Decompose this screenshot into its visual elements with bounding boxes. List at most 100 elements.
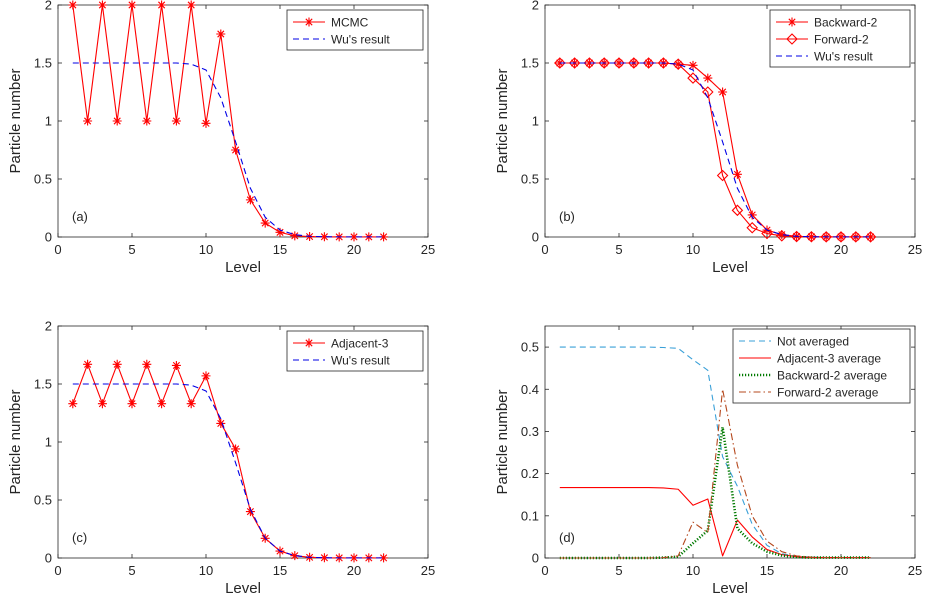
panel-tag: (b) bbox=[559, 209, 575, 224]
data-point bbox=[201, 371, 211, 381]
data-point bbox=[231, 145, 241, 155]
y-tick-label: 1 bbox=[532, 114, 539, 129]
data-point bbox=[747, 210, 757, 220]
data-point bbox=[732, 169, 742, 179]
series-line bbox=[559, 62, 871, 238]
series-line bbox=[559, 388, 871, 559]
x-tick-label: 0 bbox=[54, 242, 61, 257]
y-tick-label: 0.5 bbox=[521, 172, 539, 187]
x-tick-label: 20 bbox=[834, 242, 848, 257]
y-tick-label: 0.5 bbox=[34, 493, 52, 508]
data-point bbox=[290, 231, 300, 241]
x-tick-label: 5 bbox=[615, 242, 622, 257]
y-tick-label: 0 bbox=[532, 551, 539, 566]
y-tick-label: 0 bbox=[45, 230, 52, 245]
data-point bbox=[127, 399, 137, 409]
data-point bbox=[112, 359, 122, 369]
x-tick-label: 10 bbox=[686, 242, 700, 257]
legend-entry: Wu's result bbox=[331, 33, 390, 47]
data-point bbox=[112, 116, 122, 126]
data-point bbox=[97, 0, 107, 10]
data-point bbox=[628, 57, 640, 69]
data-point bbox=[379, 232, 389, 242]
legend-entry: MCMC bbox=[331, 16, 369, 30]
x-axis-label: Level bbox=[712, 259, 748, 276]
x-tick-label: 10 bbox=[199, 242, 213, 257]
data-point bbox=[554, 57, 566, 69]
chart-panel-1: 0 5 10 15 20 25 0 0.5 1 1.5 2 Level Particle number (… bbox=[7, 0, 435, 276]
series-2 bbox=[72, 383, 384, 559]
legend-entry: Forward-2 average bbox=[777, 386, 879, 400]
series-line bbox=[559, 346, 871, 559]
data-point bbox=[613, 57, 625, 69]
x-tick-label: 25 bbox=[421, 242, 435, 257]
x-axis-label: Level bbox=[225, 580, 261, 597]
x-tick-label: 10 bbox=[199, 563, 213, 578]
x-tick-label: 5 bbox=[615, 563, 622, 578]
legend: MCMC Wu's result bbox=[286, 9, 424, 51]
series-3 bbox=[559, 62, 871, 238]
data-point bbox=[142, 359, 152, 369]
x-tick-label: 15 bbox=[273, 242, 287, 257]
x-tick-label: 0 bbox=[541, 242, 548, 257]
x-tick-label: 15 bbox=[273, 563, 287, 578]
series-4 bbox=[559, 388, 871, 559]
legend-entry: Wu's result bbox=[331, 354, 390, 368]
series-3 bbox=[559, 425, 871, 560]
legend: Not averaged Adjacent-3 average Backward-2… bbox=[732, 328, 911, 404]
series-2 bbox=[72, 62, 384, 238]
y-tick-label: 2 bbox=[45, 0, 52, 13]
data-point bbox=[83, 116, 93, 126]
data-point bbox=[142, 116, 152, 126]
data-point bbox=[746, 221, 758, 234]
x-tick-label: 25 bbox=[421, 563, 435, 578]
legend-box bbox=[286, 9, 424, 51]
data-point bbox=[83, 359, 93, 369]
legend-marker bbox=[304, 338, 314, 348]
legend-box bbox=[286, 330, 424, 372]
data-point bbox=[731, 204, 744, 217]
data-point bbox=[379, 553, 389, 563]
series-line bbox=[72, 62, 384, 238]
legend-entry: Backward-2 average bbox=[777, 369, 887, 383]
data-point bbox=[319, 553, 329, 563]
y-axis-label: Particle number bbox=[494, 68, 511, 173]
data-point bbox=[186, 0, 196, 10]
data-point bbox=[290, 551, 300, 561]
y-tick-label: 0.5 bbox=[521, 340, 539, 355]
y-tick-label: 0.1 bbox=[521, 508, 539, 523]
data-point bbox=[820, 231, 832, 243]
legend-entry: Adjacent-3 average bbox=[777, 352, 881, 366]
data-point bbox=[850, 231, 862, 243]
y-tick-label: 2 bbox=[45, 319, 52, 334]
series-line bbox=[72, 383, 384, 559]
data-point bbox=[275, 227, 285, 237]
data-point bbox=[583, 57, 596, 69]
y-tick-label: 1.5 bbox=[34, 377, 52, 392]
data-point bbox=[864, 231, 877, 243]
y-tick-label: 1.5 bbox=[521, 56, 539, 71]
data-point bbox=[703, 73, 713, 83]
y-axis-label: Particle number bbox=[7, 68, 24, 173]
data-point bbox=[657, 57, 670, 69]
x-tick-label: 20 bbox=[834, 563, 848, 578]
x-tick-label: 25 bbox=[908, 242, 922, 257]
data-point bbox=[260, 218, 270, 228]
data-point bbox=[688, 60, 698, 70]
legend-marker bbox=[304, 17, 314, 27]
data-point bbox=[245, 507, 255, 517]
y-tick-label: 0 bbox=[45, 551, 52, 566]
data-point bbox=[68, 0, 78, 10]
y-tick-label: 0.5 bbox=[34, 172, 52, 187]
data-point bbox=[157, 399, 167, 409]
x-tick-label: 0 bbox=[54, 563, 61, 578]
x-axis-label: Level bbox=[712, 580, 748, 597]
y-tick-label: 0.3 bbox=[521, 424, 539, 439]
x-tick-label: 20 bbox=[347, 563, 361, 578]
y-tick-label: 1 bbox=[45, 114, 52, 129]
data-point bbox=[568, 57, 581, 69]
legend: Adjacent-3 Wu's result bbox=[286, 330, 424, 372]
data-point bbox=[349, 232, 359, 242]
data-point bbox=[97, 399, 107, 409]
legend-entry: Wu's result bbox=[814, 50, 873, 64]
